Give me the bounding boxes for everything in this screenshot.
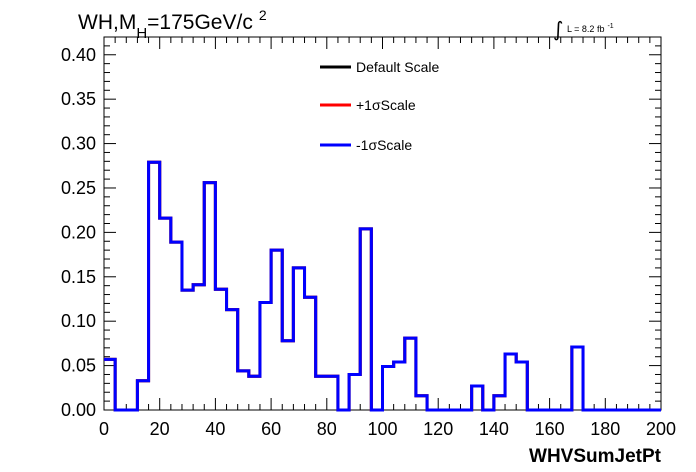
x-tick-label: 200 <box>646 419 676 439</box>
legend: Default Scale +1σScale -1σScale <box>320 59 439 153</box>
x-axis-label: WHVSumJetPt <box>529 446 662 467</box>
y-tick-label: 0.30 <box>61 134 96 154</box>
lumi-text: L = 8.2 fb <box>567 24 604 34</box>
legend-label-2: -1σScale <box>356 137 412 153</box>
lumi-label: L = 8.2 fb -1 <box>567 23 614 34</box>
x-axis-ticks <box>103 37 662 410</box>
x-tick-label: 140 <box>479 419 509 439</box>
x-tick-label: 40 <box>205 419 225 439</box>
lumi-integral-sign: ∫ <box>553 17 563 41</box>
legend-label-1: +1σScale <box>356 97 416 113</box>
x-tick-label: 60 <box>261 419 281 439</box>
x-tick-label: 80 <box>317 419 337 439</box>
x-tick-label: 100 <box>367 419 397 439</box>
y-axis-ticks <box>104 36 661 411</box>
x-tick-label: 20 <box>150 419 170 439</box>
y-axis-tick-labels: 0.00 0.05 0.10 0.15 0.20 0.25 0.30 0.35 0.40 <box>61 45 96 420</box>
x-axis-tick-labels: 0 20 40 60 80 100 120 140 160 180 200 <box>99 419 676 439</box>
x-tick-label: 180 <box>590 419 620 439</box>
x-tick-label: 120 <box>423 419 453 439</box>
legend-label-0: Default Scale <box>356 59 439 75</box>
y-tick-label: 0.35 <box>61 89 96 109</box>
series-line-2 <box>104 160 661 412</box>
title-superscript: 2 <box>259 7 267 23</box>
y-tick-label: 0.15 <box>61 267 96 287</box>
y-tick-label: 0.40 <box>61 45 96 65</box>
title-main: WH,M <box>78 11 136 34</box>
histogram-series <box>104 160 661 412</box>
x-tick-label: 0 <box>99 419 109 439</box>
y-tick-label: 0.00 <box>61 400 96 420</box>
title-rest: =175GeV/c <box>147 11 253 34</box>
y-tick-label: 0.05 <box>61 356 96 376</box>
lumi-superscript: -1 <box>607 23 613 30</box>
y-tick-label: 0.10 <box>61 311 96 331</box>
y-tick-label: 0.20 <box>61 222 96 242</box>
x-tick-label: 160 <box>535 419 565 439</box>
chart-title: WH,MH=175GeV/c 2 <box>78 7 267 42</box>
plot-frame <box>103 36 662 411</box>
y-tick-label: 0.25 <box>61 178 96 198</box>
title-subscript: H <box>136 25 147 42</box>
